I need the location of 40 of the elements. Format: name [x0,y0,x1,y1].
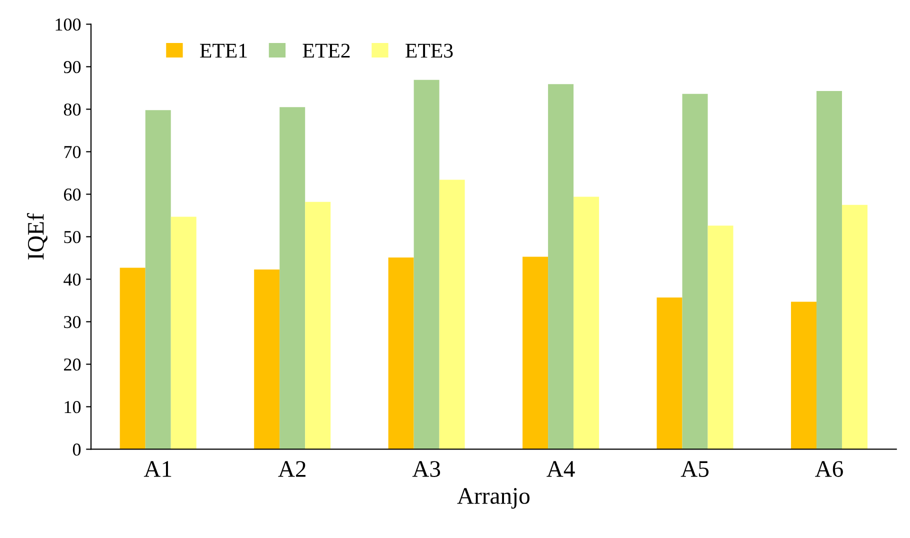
bar [574,196,600,450]
bar [682,94,708,450]
x-axis-title: Arranjo [457,488,530,509]
x-tick-label: A2 [278,461,306,477]
x-tick-label: A3 [412,461,440,477]
y-tick-label: 60 [64,188,81,201]
bar [388,258,414,450]
bar [790,302,816,450]
y-tick-label: 10 [64,400,81,414]
bar [254,269,280,450]
y-tick-label: 20 [64,358,81,371]
legend-label: ETE2 [302,44,350,58]
legend-label: ETE1 [200,44,247,58]
bar [120,268,146,450]
bar [280,107,306,450]
bar [842,204,868,450]
y-axis-title: IQEf [26,213,48,260]
bar [656,298,682,450]
x-tick-label: A5 [680,461,709,477]
y-tick-label: 0 [72,443,81,456]
bar [816,90,842,450]
bar [522,256,548,450]
x-tick-label: A6 [815,461,843,477]
bar [414,80,440,450]
y-tick-label: 100 [56,18,81,31]
y-tick-label: 90 [64,60,81,74]
y-tick-label: 80 [64,103,81,116]
bar [439,180,465,450]
y-tick-label: 50 [64,230,81,244]
x-tick-label: A4 [546,461,575,477]
x-tick-label: A1 [144,461,172,477]
bar [305,202,331,450]
y-tick-label: 40 [64,273,81,286]
bar [708,226,734,450]
legend-label: ETE3 [406,44,453,58]
bar [145,110,171,450]
bar [170,216,196,450]
y-tick-label: 30 [64,316,81,328]
bar [548,84,574,450]
y-tick-label: 70 [64,146,81,158]
